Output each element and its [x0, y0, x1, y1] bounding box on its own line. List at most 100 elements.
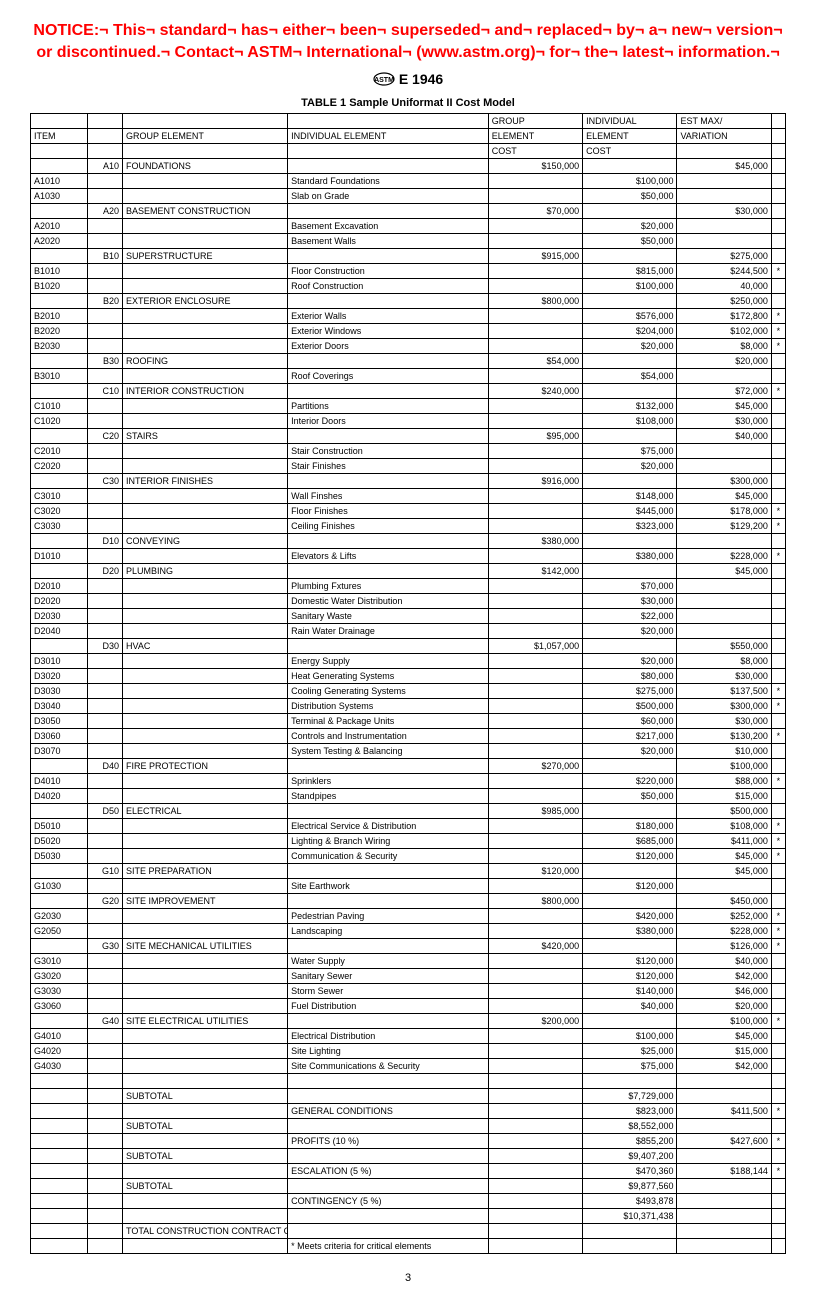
individual-cost-cell	[583, 893, 677, 908]
star-cell	[771, 1058, 785, 1073]
group-cost-cell	[488, 323, 582, 338]
individual-element-cell: Heat Generating Systems	[288, 668, 489, 683]
item-cell: C3020	[31, 503, 88, 518]
individual-element-cell: Ceiling Finishes	[288, 518, 489, 533]
group-cost-cell	[488, 683, 582, 698]
variation-cell: $250,000	[677, 293, 771, 308]
individual-cost-cell: $445,000	[583, 503, 677, 518]
group-cost-cell	[488, 488, 582, 503]
group-code-cell	[87, 1088, 122, 1103]
individual-cost-cell	[583, 1073, 677, 1088]
individual-cost-cell	[583, 158, 677, 173]
individual-element-cell	[288, 563, 489, 578]
star-cell	[771, 173, 785, 188]
individual-cost-cell: $54,000	[583, 368, 677, 383]
individual-cost-cell	[583, 638, 677, 653]
individual-cost-cell: $9,407,200	[583, 1148, 677, 1163]
variation-cell: $172,800	[677, 308, 771, 323]
group-cost-cell: $985,000	[488, 803, 582, 818]
individual-cost-cell: $220,000	[583, 773, 677, 788]
group-code-cell	[87, 338, 122, 353]
variation-cell: $130,200	[677, 728, 771, 743]
group-code-cell	[87, 368, 122, 383]
designation: ASTM E 1946	[30, 71, 786, 89]
star-cell	[771, 1238, 785, 1253]
group-code-cell: D40	[87, 758, 122, 773]
group-code-cell: D20	[87, 563, 122, 578]
group-element-cell	[123, 653, 288, 668]
group-cost-cell	[488, 1103, 582, 1118]
group-cost-cell	[488, 1193, 582, 1208]
table-row: G3030Storm Sewer$140,000$46,000	[31, 983, 786, 998]
group-element-cell: SUPERSTRUCTURE	[123, 248, 288, 263]
hdr-est-top: EST MAX/	[677, 113, 771, 128]
star-cell: *	[771, 1103, 785, 1118]
individual-cost-cell: $120,000	[583, 878, 677, 893]
item-cell	[31, 1088, 88, 1103]
item-cell	[31, 248, 88, 263]
table-row: B1010Floor Construction$815,000$244,500*	[31, 263, 786, 278]
group-element-cell: SITE PREPARATION	[123, 863, 288, 878]
individual-element-cell	[288, 893, 489, 908]
individual-cost-cell: $10,371,438	[583, 1208, 677, 1223]
group-element-cell	[123, 998, 288, 1013]
group-cost-cell	[488, 1208, 582, 1223]
individual-element-cell: Basement Excavation	[288, 218, 489, 233]
item-cell: G2050	[31, 923, 88, 938]
item-cell	[31, 863, 88, 878]
group-cost-cell: $150,000	[488, 158, 582, 173]
variation-cell: $72,000	[677, 383, 771, 398]
group-code-cell	[87, 608, 122, 623]
individual-cost-cell: $108,000	[583, 413, 677, 428]
group-code-cell	[87, 743, 122, 758]
group-code-cell: G20	[87, 893, 122, 908]
item-cell: D4010	[31, 773, 88, 788]
individual-element-cell: Floor Construction	[288, 263, 489, 278]
table-row: D3030Cooling Generating Systems$275,000$…	[31, 683, 786, 698]
variation-cell	[677, 443, 771, 458]
individual-element-cell	[288, 428, 489, 443]
table-row: C1020Interior Doors$108,000$30,000	[31, 413, 786, 428]
variation-cell	[677, 173, 771, 188]
star-cell	[771, 653, 785, 668]
group-code-cell	[87, 713, 122, 728]
variation-cell	[677, 1073, 771, 1088]
item-cell	[31, 1073, 88, 1088]
table-row: ESCALATION (5 %)$470,360$188,144*	[31, 1163, 786, 1178]
group-code-cell	[87, 1058, 122, 1073]
group-element-cell	[123, 728, 288, 743]
group-cost-cell	[488, 908, 582, 923]
table-row: C3030Ceiling Finishes$323,000$129,200*	[31, 518, 786, 533]
item-cell	[31, 1238, 88, 1253]
variation-cell: $500,000	[677, 803, 771, 818]
group-cost-cell	[488, 818, 582, 833]
group-cost-cell	[488, 848, 582, 863]
group-code-cell: D10	[87, 533, 122, 548]
individual-element-cell: Sanitary Waste	[288, 608, 489, 623]
variation-cell: $450,000	[677, 893, 771, 908]
individual-cost-cell: $148,000	[583, 488, 677, 503]
table-row: D20PLUMBING$142,000$45,000	[31, 563, 786, 578]
individual-cost-cell	[583, 1013, 677, 1028]
individual-element-cell: System Testing & Balancing	[288, 743, 489, 758]
table-row: B1020Roof Construction$100,00040,000	[31, 278, 786, 293]
group-element-cell	[123, 968, 288, 983]
group-element-cell	[123, 503, 288, 518]
star-cell	[771, 398, 785, 413]
group-cost-cell: $120,000	[488, 863, 582, 878]
individual-element-cell: ESCALATION (5 %)	[288, 1163, 489, 1178]
group-code-cell: B20	[87, 293, 122, 308]
group-cost-cell	[488, 443, 582, 458]
table-row: D2010Plumbing Fxtures$70,000	[31, 578, 786, 593]
individual-cost-cell: $100,000	[583, 278, 677, 293]
group-code-cell	[87, 998, 122, 1013]
group-code-cell	[87, 413, 122, 428]
variation-cell	[677, 623, 771, 638]
star-cell	[771, 353, 785, 368]
variation-cell	[677, 1238, 771, 1253]
star-cell: *	[771, 308, 785, 323]
group-cost-cell	[488, 773, 582, 788]
table-row: C2020Stair Finishes$20,000	[31, 458, 786, 473]
group-element-cell: FOUNDATIONS	[123, 158, 288, 173]
group-element-cell	[123, 743, 288, 758]
